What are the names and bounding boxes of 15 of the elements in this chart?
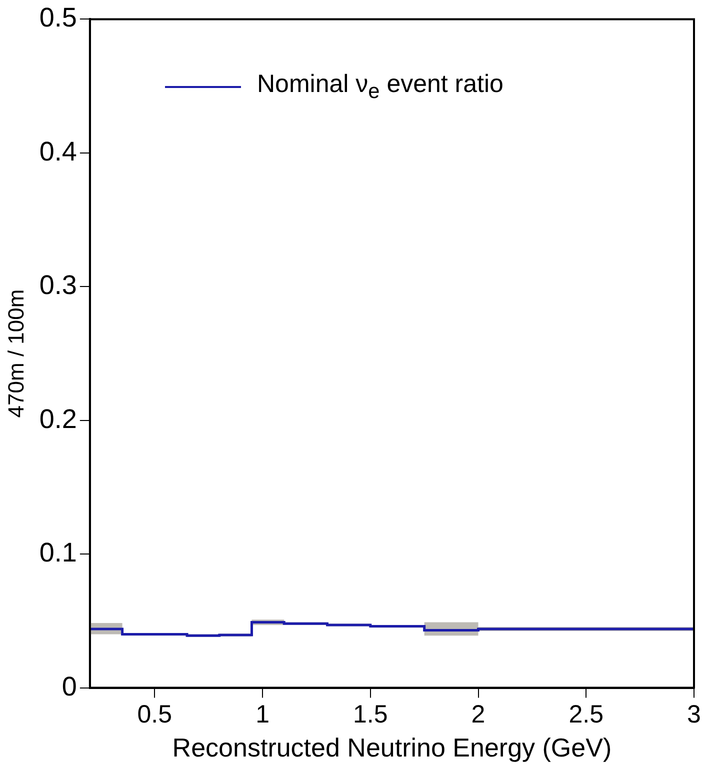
y-tick-label: 0 (62, 671, 77, 702)
y-tick-label: 0.1 (39, 538, 77, 568)
x-tick-label: 3 (687, 700, 701, 729)
x-tick-label: 1.5 (353, 700, 388, 729)
y-tick-label: 0.2 (39, 404, 77, 434)
x-tick-label: 0.5 (137, 700, 172, 729)
y-tick-label: 0.3 (39, 270, 77, 300)
x-tick-label: 1 (256, 700, 270, 729)
x-tick-label: 2.5 (568, 700, 604, 729)
y-axis-title: 470m / 100m (3, 289, 28, 418)
y-tick-label: 0.5 (39, 2, 77, 33)
x-tick-label: 2 (471, 700, 486, 729)
legend-label: Nominal ν$_{e}$ event ratio (257, 70, 504, 104)
x-axis-title: Reconstructed Neutrino Energy (GeV) (172, 732, 612, 763)
y-tick-label: 0.4 (39, 136, 77, 166)
